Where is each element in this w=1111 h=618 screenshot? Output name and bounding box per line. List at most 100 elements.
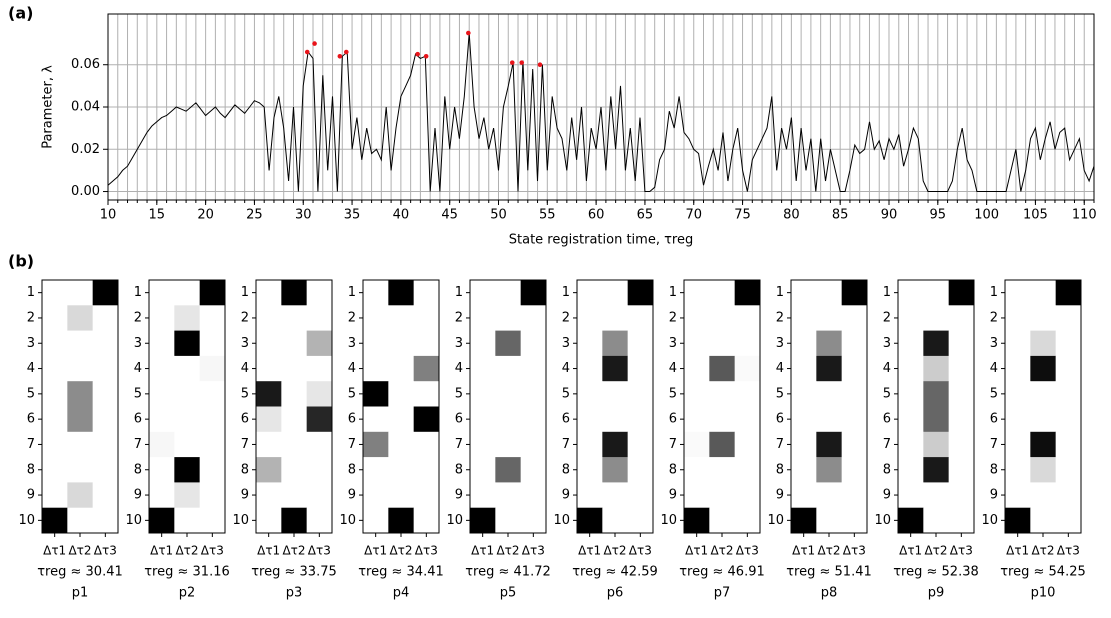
x-tick-label: 90 [881, 208, 898, 223]
x-tick-label: 55 [539, 208, 556, 223]
heat-cell [495, 457, 521, 483]
heat-cell [577, 280, 603, 306]
heat-cell [1030, 305, 1056, 331]
row-label: 10 [18, 513, 35, 528]
heat-cell [306, 330, 333, 357]
panel-name: p10 [1031, 586, 1056, 601]
heat-cell [577, 305, 603, 331]
plot-frame [107, 13, 1095, 201]
row-label: 7 [669, 437, 677, 452]
row-label: 5 [455, 386, 463, 401]
heat-cell [520, 482, 547, 508]
row-label: 2 [883, 310, 891, 325]
heat-cell [709, 431, 735, 458]
row-label: 7 [241, 437, 249, 452]
row-label: 8 [455, 462, 463, 477]
row-label: 9 [562, 488, 570, 503]
heat-cell [816, 507, 842, 534]
column-label: Δτ3 [950, 544, 973, 558]
x-tick-label: 110 [1072, 208, 1097, 223]
heat-cell [413, 381, 440, 407]
heat-cell [174, 457, 200, 483]
heat-cell [413, 457, 440, 483]
heat-cell [256, 406, 282, 433]
row-label: 2 [27, 310, 35, 325]
heat-cell [520, 280, 547, 306]
row-label: 6 [776, 412, 784, 427]
heat-cell [256, 305, 282, 331]
heat-cell [174, 381, 200, 407]
column-label: Δτ2 [603, 544, 626, 558]
heat-cell [149, 431, 175, 458]
heat-cell [791, 482, 817, 508]
row-label: 7 [348, 437, 356, 452]
heat-cell [816, 330, 842, 357]
row-label: 5 [562, 386, 570, 401]
heat-cell [256, 280, 282, 306]
heat-cell [602, 457, 628, 483]
row-label: 10 [874, 513, 891, 528]
heat-cell [948, 280, 975, 306]
column-label: Δτ2 [924, 544, 947, 558]
heat-cell [709, 330, 735, 357]
heat-cell [627, 280, 654, 306]
highlight-point [312, 41, 317, 46]
row-label: 3 [990, 336, 998, 351]
heat-cell [306, 305, 333, 331]
heat-cell [816, 280, 842, 306]
row-label: 10 [660, 513, 677, 528]
heat-cell [42, 381, 68, 407]
column-label: Δτ3 [843, 544, 866, 558]
heat-cell [149, 280, 175, 306]
panel-name: p7 [714, 586, 731, 601]
panel-name: p6 [607, 586, 624, 601]
heat-cell [1030, 482, 1056, 508]
heat-cell [470, 507, 496, 534]
heat-cell [1005, 406, 1031, 433]
caption: τreg ≈ 31.16 [144, 565, 230, 580]
panel-name: p3 [286, 586, 303, 601]
heat-cell [470, 457, 496, 483]
heat-cell [256, 507, 282, 534]
highlight-point [304, 49, 310, 55]
heat-cell [470, 431, 496, 458]
row-label: 6 [669, 412, 677, 427]
heat-cell [495, 431, 521, 458]
heat-cell [363, 482, 389, 508]
heat-cell [199, 431, 226, 458]
row-label: 8 [27, 462, 35, 477]
heat-cell [149, 406, 175, 433]
caption: τreg ≈ 41.72 [465, 565, 551, 580]
heat-cell [948, 381, 975, 407]
heat-cell [388, 457, 414, 483]
heat-cell [1055, 507, 1082, 534]
row-label: 6 [562, 412, 570, 427]
row-label: 6 [348, 412, 356, 427]
heat-cell [413, 482, 440, 508]
panel-name: p9 [928, 586, 945, 601]
row-label: 10 [553, 513, 570, 528]
heat-cell [923, 507, 949, 534]
heat-cell [199, 305, 226, 331]
column-label: Δτ3 [415, 544, 438, 558]
row-label: 3 [27, 336, 35, 351]
row-label: 2 [348, 310, 356, 325]
heat-cell [791, 431, 817, 458]
heat-cell [602, 482, 628, 508]
heat-cell [520, 381, 547, 407]
heat-cell [791, 280, 817, 306]
heat-cell [684, 431, 710, 458]
heat-cell [92, 431, 119, 458]
heat-cell [627, 406, 654, 433]
heat-cell [816, 381, 842, 407]
heat-cell [1055, 482, 1082, 508]
row-label: 7 [562, 437, 570, 452]
highlight-point [343, 49, 349, 55]
row-label: 2 [134, 310, 142, 325]
heat-cell [42, 305, 68, 331]
highlight-point [466, 30, 471, 36]
caption: τreg ≈ 30.41 [37, 565, 123, 580]
highlight-point [423, 53, 429, 59]
heat-cell [684, 381, 710, 407]
heat-cell [602, 330, 628, 357]
